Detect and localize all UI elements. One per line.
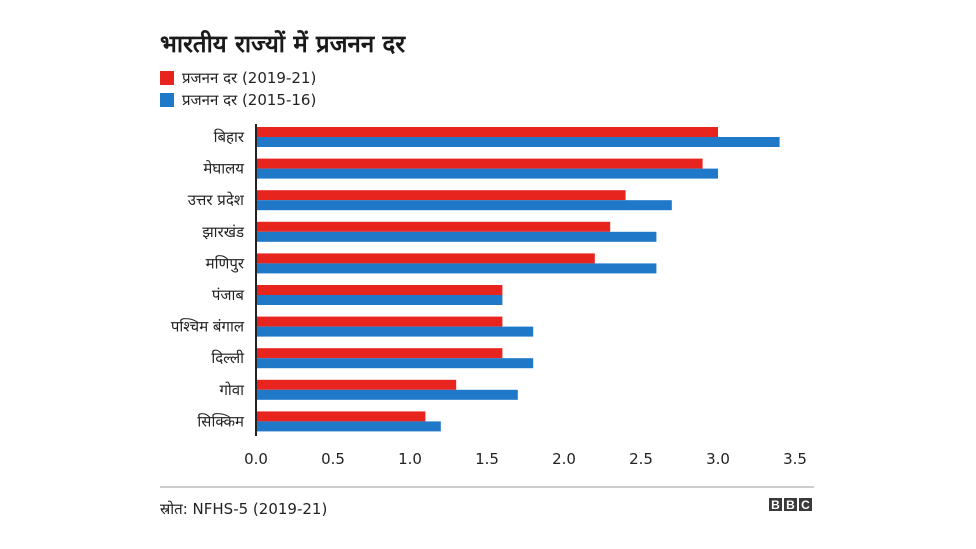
legend-swatch-1 (160, 93, 174, 107)
category-label-8: गोवा (219, 381, 245, 399)
chart-title: भारतीय राज्यों में प्रजनन दर (160, 30, 406, 58)
category-label-1: मेघालय (203, 160, 244, 178)
category-label-7: दिल्ली (211, 349, 245, 367)
x-tick-label-3: 1.5 (475, 450, 499, 468)
x-tick-label-7: 3.5 (783, 450, 807, 468)
x-tick-label-1: 0.5 (321, 450, 345, 468)
source-text: स्रोत: NFHS-5 (2019-21) (160, 500, 327, 518)
bar-2019-21-3 (257, 221, 611, 232)
category-label-0: बिहार (214, 128, 245, 146)
category-label-9: सिक्किम (197, 412, 245, 430)
bar-2019-21-4 (257, 253, 595, 264)
bars-group (257, 127, 780, 432)
category-label-5: पंजाब (212, 286, 245, 304)
bar-2015-16-8 (257, 389, 518, 400)
bar-2019-21-8 (257, 379, 457, 390)
bar-2019-21-1 (257, 158, 703, 169)
bar-2015-16-1 (257, 168, 718, 179)
bbc-logo-block-0 (769, 498, 782, 511)
category-label-3: झारखंड (202, 223, 245, 241)
legend-label-1: प्रजनन दर (2015-16) (182, 91, 316, 109)
x-tick-label-4: 2.0 (552, 450, 576, 468)
bar-2019-21-0 (257, 127, 718, 137)
bbc-logo-block-1 (784, 498, 797, 511)
category-label-6: पश्चिम बंगाल (171, 318, 245, 336)
legend-label-0: प्रजनन दर (2019-21) (182, 69, 316, 87)
x-tick-label-5: 2.5 (629, 450, 653, 468)
x-tick-label-2: 1.0 (398, 450, 422, 468)
category-label-2: उत्तर प्रदेश (188, 191, 245, 209)
bar-2019-21-2 (257, 190, 626, 201)
bar-2015-16-7 (257, 358, 534, 369)
bar-2015-16-9 (257, 421, 441, 432)
bar-2019-21-5 (257, 285, 503, 295)
legend: प्रजनन दर (2019-21) प्रजनन दर (2015-16) (160, 69, 316, 109)
category-labels: बिहार मेघालय उत्तर प्रदेश झारखंड मणिपुर पंजाब… (171, 128, 245, 430)
bar-2015-16-2 (257, 200, 672, 211)
bar-2015-16-5 (257, 295, 503, 305)
x-axis-ticks: 0.0 0.5 1.0 1.5 2.0 2.5 3.0 3.5 (244, 450, 807, 468)
category-label-4: मणिपुर (206, 254, 245, 273)
x-tick-label-6: 3.0 (706, 450, 730, 468)
bbc-logo-block-2 (799, 498, 812, 511)
x-tick-label-0: 0.0 (244, 450, 268, 468)
bar-2019-21-7 (257, 348, 503, 359)
bar-2019-21-9 (257, 411, 426, 422)
bar-2015-16-0 (257, 137, 780, 147)
bar-2015-16-6 (257, 326, 534, 337)
legend-swatch-0 (160, 71, 174, 85)
bbc-logo-letter-2: C (801, 498, 810, 512)
bar-2019-21-6 (257, 316, 503, 327)
bbc-logo-letter-1: B (786, 498, 795, 512)
bbc-logo-letter-0: B (771, 498, 780, 512)
bar-2015-16-3 (257, 231, 657, 242)
bar-2015-16-4 (257, 263, 657, 274)
